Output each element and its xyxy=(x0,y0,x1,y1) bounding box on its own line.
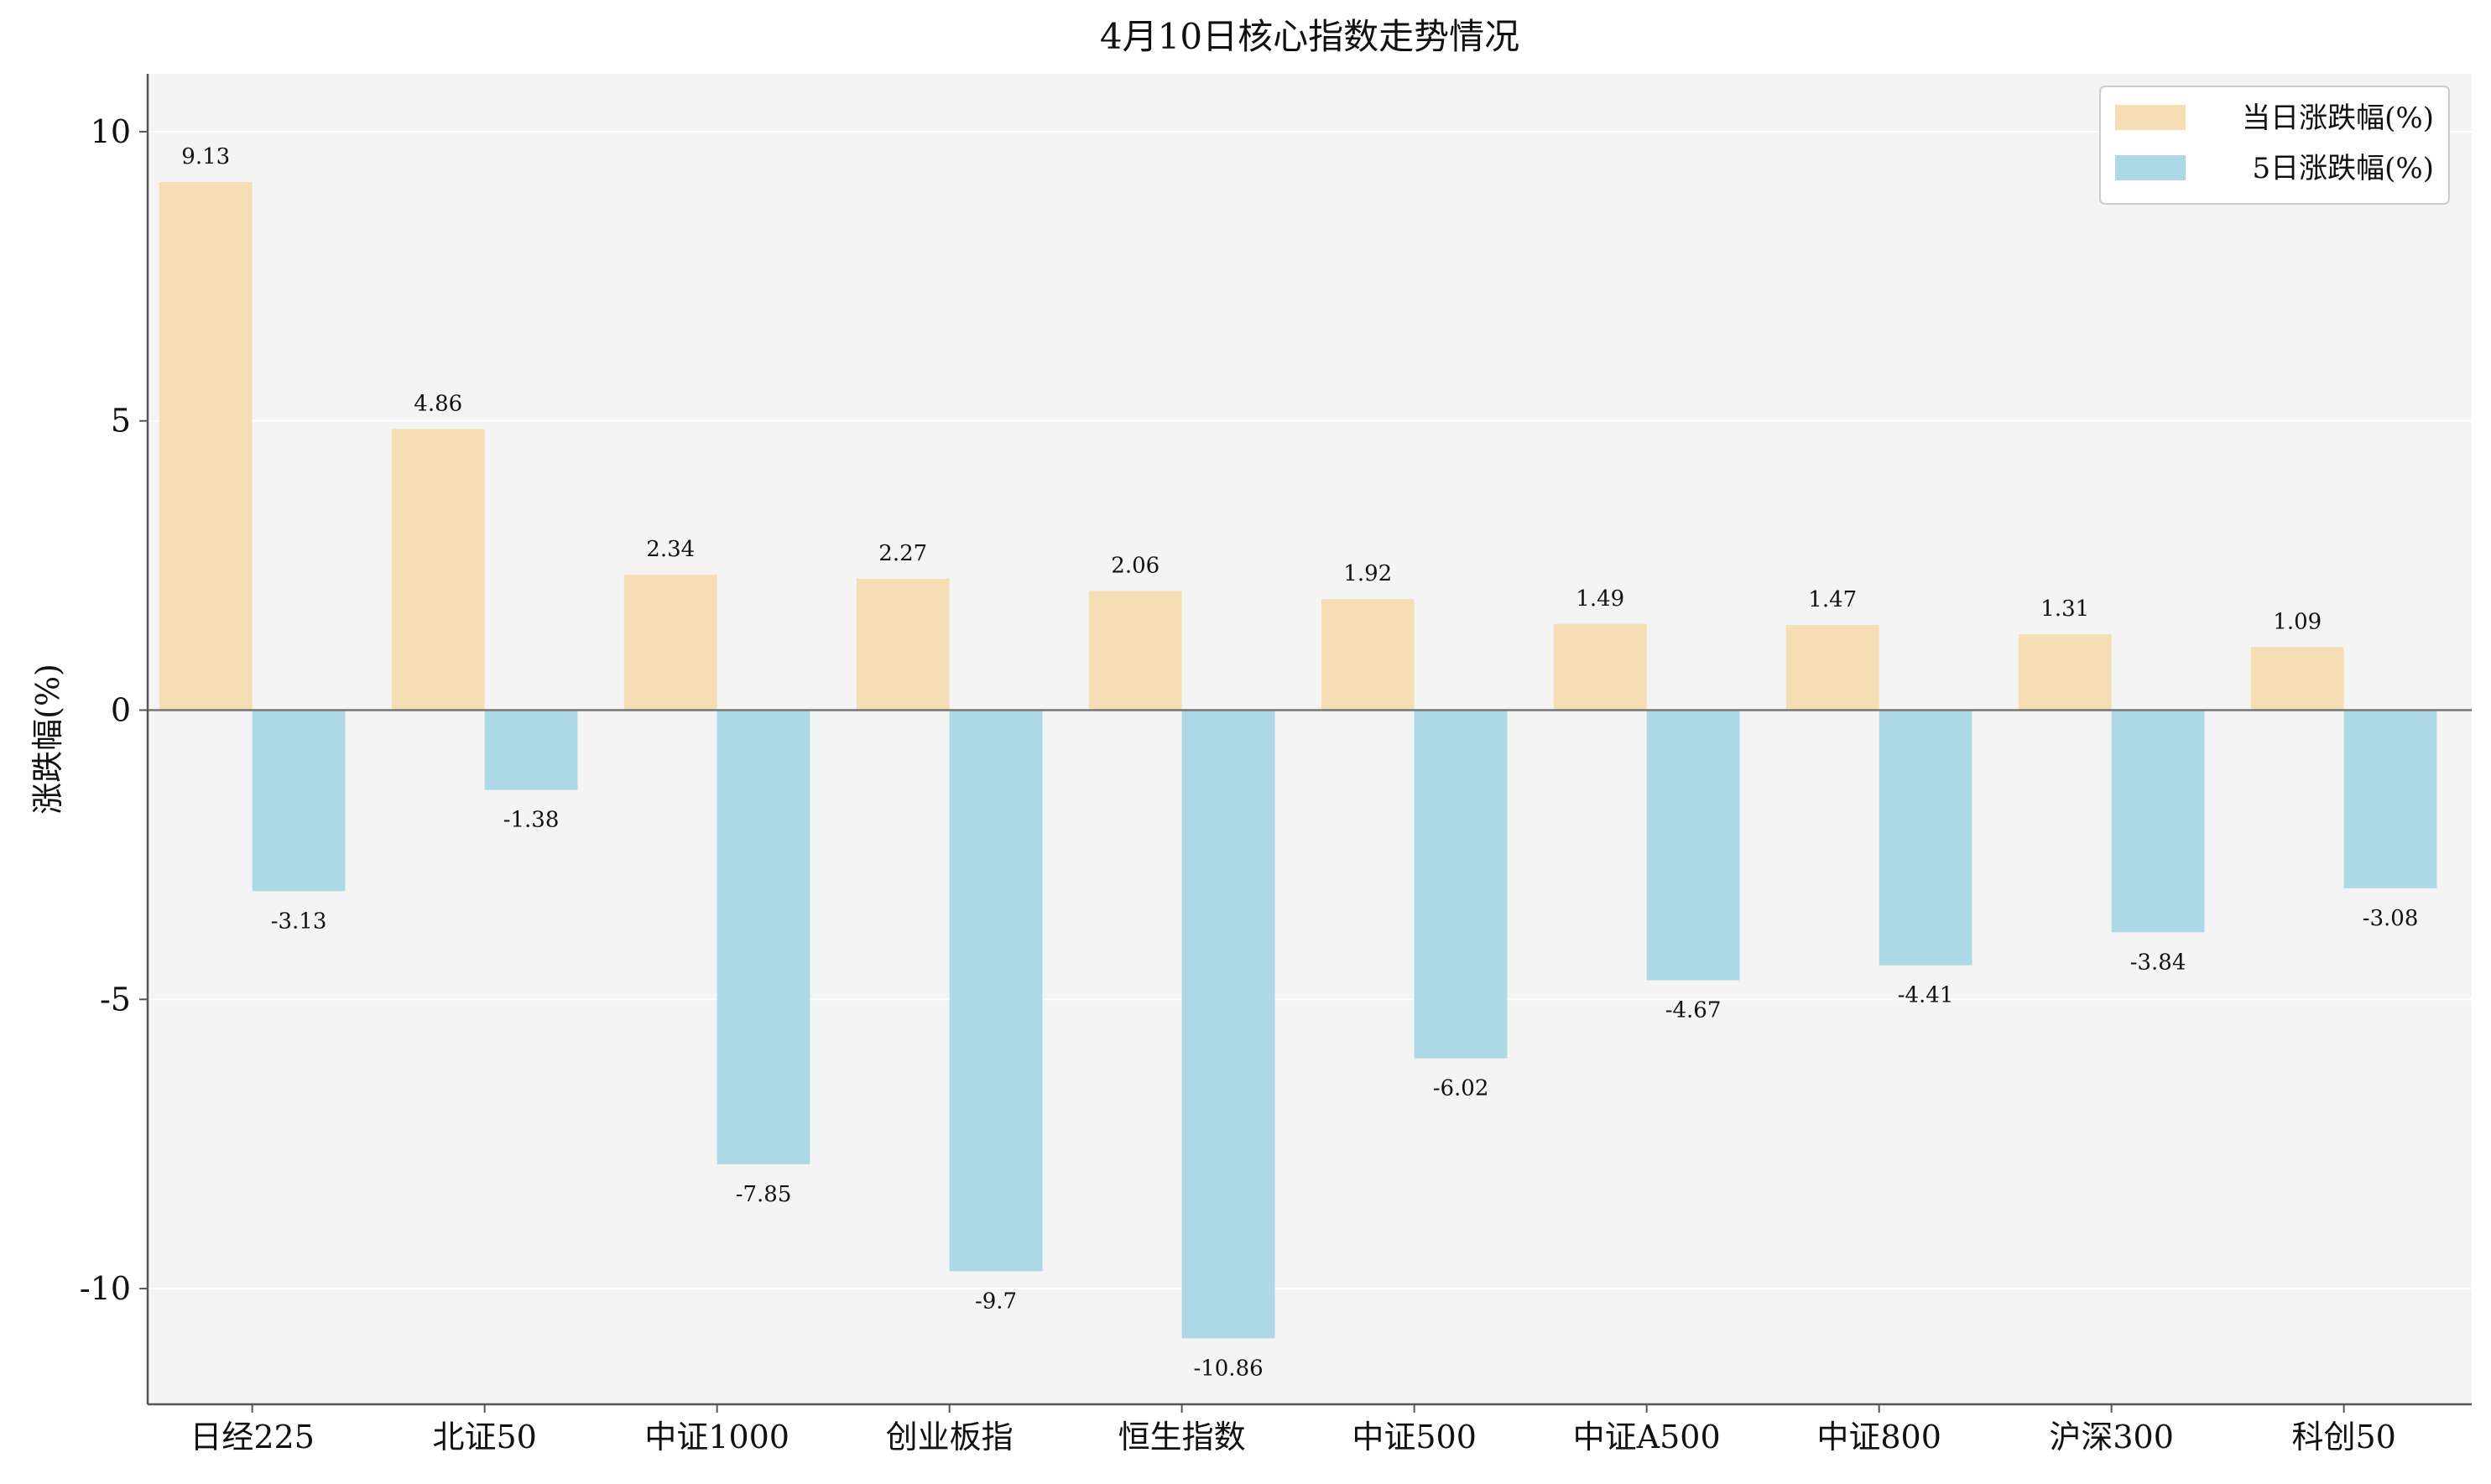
bar-5day xyxy=(1414,710,1508,1059)
data-label-5day: -3.84 xyxy=(2130,950,2186,975)
data-label-daily: 1.49 xyxy=(1576,586,1624,612)
data-labels: 9.13 -3.13 4.86 -1.38 2.34 -7.85 2.27 -9.7 2.06 -… xyxy=(181,144,2418,1381)
y-tick-label: 10 xyxy=(91,113,131,150)
bar-daily xyxy=(159,181,253,711)
x-tick-label: 中证500 xyxy=(1352,1419,1477,1455)
data-label-daily: 1.92 xyxy=(1343,561,1392,586)
x-tick-label: 科创50 xyxy=(2291,1419,2395,1455)
tick-labels: 10 5 0 -5 -10 日经225 北证50 中证1000 创业板指 恒生指数 中证500 中证A… xyxy=(80,113,2396,1455)
bar-daily xyxy=(856,578,950,711)
chart-title: 4月10日核心指数走势情况 xyxy=(1100,16,1519,57)
data-label-5day: -3.13 xyxy=(271,909,327,934)
x-tick-label: 日经225 xyxy=(190,1419,315,1455)
bar-5day xyxy=(1646,710,1740,981)
y-axis-label: 涨跌幅(%) xyxy=(29,664,66,815)
x-tick-label: 中证800 xyxy=(1816,1419,1941,1455)
x-tick-label: 中证1000 xyxy=(644,1419,790,1455)
bar-daily xyxy=(1321,599,1415,711)
data-label-daily: 2.34 xyxy=(646,537,695,562)
x-tick-label: 沪深300 xyxy=(2049,1419,2174,1455)
bar-5day xyxy=(2343,710,2437,888)
x-tick-label: 恒生指数 xyxy=(1118,1419,1246,1455)
legend-label-5day: 5日涨跌幅(%) xyxy=(2253,152,2434,185)
y-tick-label: -5 xyxy=(100,981,131,1018)
x-tick-label: 创业板指 xyxy=(886,1419,1014,1455)
data-label-daily: 1.09 xyxy=(2273,609,2322,634)
bar-5day xyxy=(1181,710,1275,1339)
data-label-5day: -7.85 xyxy=(736,1182,792,1207)
bar-5day xyxy=(2111,710,2205,933)
data-label-5day: -4.67 xyxy=(1665,998,1722,1023)
legend-box xyxy=(2099,86,2450,205)
data-label-5day: -3.08 xyxy=(2363,906,2419,931)
data-label-daily: 2.06 xyxy=(1111,553,1160,578)
data-label-5day: -9.7 xyxy=(975,1289,1017,1314)
bar-5day xyxy=(717,710,810,1164)
bar-daily xyxy=(623,575,717,711)
y-tick-label: -10 xyxy=(80,1270,131,1307)
bar-5day xyxy=(252,710,346,892)
bar-daily xyxy=(2018,634,2112,711)
data-label-daily: 1.31 xyxy=(2040,596,2089,622)
legend-label-daily: 当日涨跌幅(%) xyxy=(2242,102,2434,135)
bar-5day xyxy=(949,710,1043,1272)
bar-5day xyxy=(484,710,578,790)
data-label-5day: -10.86 xyxy=(1193,1356,1263,1381)
bars xyxy=(159,181,2437,1339)
bar-daily xyxy=(1088,591,1182,711)
data-label-daily: 2.27 xyxy=(878,541,927,566)
data-label-5day: -1.38 xyxy=(503,808,560,833)
bar-daily xyxy=(1553,623,1647,711)
y-tick-label: 5 xyxy=(111,403,131,440)
legend: 当日涨跌幅(%) 5日涨跌幅(%) xyxy=(2099,86,2450,205)
data-label-5day: -6.02 xyxy=(1433,1076,1489,1101)
y-tick-label: 0 xyxy=(111,692,131,729)
bar-daily xyxy=(1785,625,1879,711)
bar-daily xyxy=(2250,647,2344,711)
x-tick-label: 北证50 xyxy=(432,1419,536,1455)
bar-5day xyxy=(1879,710,1972,966)
bar-daily xyxy=(391,429,485,711)
data-label-daily: 1.47 xyxy=(1808,587,1857,612)
data-label-daily: 4.86 xyxy=(414,391,462,416)
legend-swatch-daily xyxy=(2115,105,2186,130)
legend-swatch-5day xyxy=(2115,155,2186,180)
axes xyxy=(146,74,2472,1406)
data-label-daily: 9.13 xyxy=(181,144,230,169)
x-tick-label: 中证A500 xyxy=(1573,1419,1721,1455)
data-label-5day: -4.41 xyxy=(1898,983,1954,1008)
